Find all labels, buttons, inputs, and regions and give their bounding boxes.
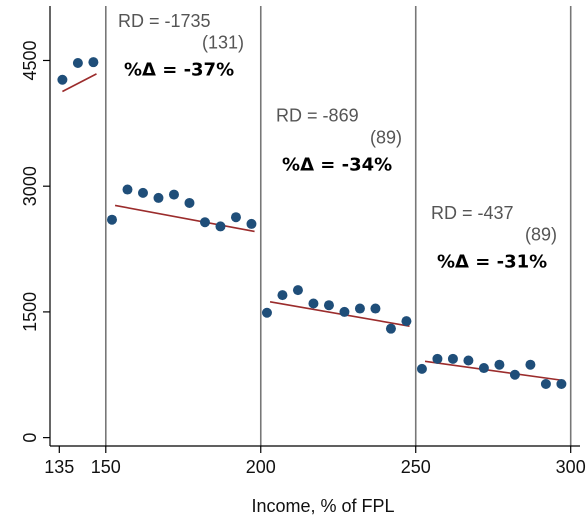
data-point xyxy=(277,290,288,301)
data-point xyxy=(137,187,148,198)
data-point xyxy=(525,359,536,370)
data-point xyxy=(199,217,210,228)
rd-estimate-label: RD = -869 xyxy=(276,106,359,126)
y-tick-label: 1500 xyxy=(20,292,40,332)
data-point xyxy=(463,355,474,366)
annotations: RD = -1735(131) %Δ = -37% RD = -869 (89) %Δ … xyxy=(118,11,557,273)
standard-error-label: (89) xyxy=(525,225,557,245)
standard-error-label: (131) xyxy=(202,33,244,53)
data-point xyxy=(57,74,68,85)
data-point xyxy=(230,212,241,223)
percent-change-label: %Δ = -37% xyxy=(124,60,234,81)
data-point xyxy=(416,363,427,374)
data-point xyxy=(122,184,133,195)
data-point xyxy=(215,221,226,232)
fit-line xyxy=(424,360,565,382)
y-tick-label: 0 xyxy=(20,433,40,443)
fit-line xyxy=(62,73,97,93)
axes: 0 1500 3000 4500 135 150 200 250 300 xyxy=(20,6,586,477)
percent-change-label: %Δ = -31% xyxy=(437,251,547,272)
x-tick-label: 250 xyxy=(401,457,431,477)
data-point xyxy=(292,285,303,296)
data-point xyxy=(184,197,195,208)
data-point xyxy=(478,363,489,374)
fit-lines xyxy=(62,73,565,382)
data-point xyxy=(339,306,350,317)
fit-line xyxy=(269,301,410,327)
data-point xyxy=(106,214,117,225)
data-point xyxy=(308,298,319,309)
x-tick-label: 150 xyxy=(91,457,121,477)
data-point xyxy=(540,378,551,389)
data-point xyxy=(370,303,381,314)
data-point xyxy=(509,369,520,380)
data-point xyxy=(447,353,458,364)
rd-estimate-label: RD = -437 xyxy=(431,203,514,223)
x-tick-label: 300 xyxy=(556,457,586,477)
data-points xyxy=(57,57,567,389)
x-axis-title: Income, % of FPL xyxy=(251,496,394,516)
data-point xyxy=(401,316,412,327)
y-tick-label: 3000 xyxy=(20,166,40,206)
x-tick-label: 200 xyxy=(246,457,276,477)
data-point xyxy=(556,378,567,389)
data-point xyxy=(354,303,365,314)
cutoff-lines xyxy=(104,6,572,446)
data-point xyxy=(432,353,443,364)
standard-error-label: (89) xyxy=(370,127,402,147)
percent-change-label: %Δ = -34% xyxy=(282,154,392,175)
data-point xyxy=(323,300,334,311)
rd-estimate-label: RD = -1735 xyxy=(118,11,211,31)
data-point xyxy=(494,359,505,370)
data-point xyxy=(72,57,83,68)
y-tick-label: 4500 xyxy=(20,40,40,80)
data-point xyxy=(261,307,272,318)
data-point xyxy=(385,323,396,334)
fit-line xyxy=(114,204,255,233)
data-point xyxy=(153,192,164,203)
x-tick-label: 135 xyxy=(44,457,74,477)
data-point xyxy=(88,57,99,68)
data-point xyxy=(168,189,179,200)
data-point xyxy=(246,218,257,229)
